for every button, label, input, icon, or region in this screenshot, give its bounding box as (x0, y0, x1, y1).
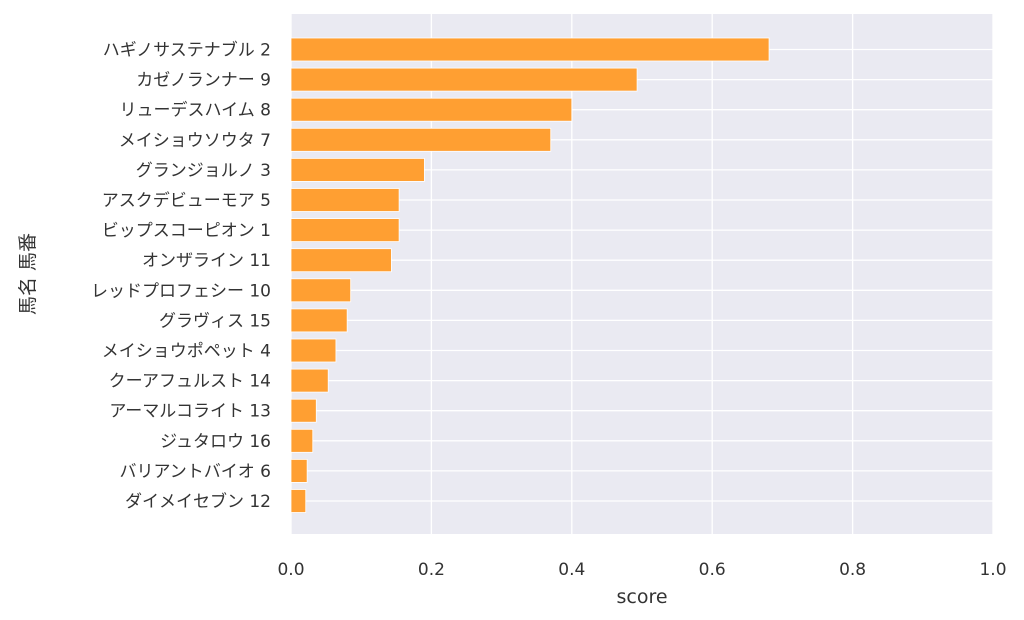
bar (290, 97, 573, 122)
y-tick-label: オンザライン 11 (142, 251, 271, 271)
bar (290, 127, 552, 152)
bar (290, 37, 770, 62)
bar (290, 218, 400, 243)
bar (290, 188, 400, 212)
y-tick-label: ビップスコーピオン 1 (102, 221, 271, 241)
y-tick-label: メイショウソウタ 7 (119, 131, 271, 151)
y-tick-label: アーマルコライト 13 (109, 402, 271, 422)
y-tick-label: ハギノサステナブル 2 (103, 40, 271, 61)
x-axis-label: score (616, 586, 667, 608)
bar (290, 489, 307, 513)
bar (290, 67, 638, 92)
y-tick-label: メイショウポペット 4 (102, 342, 271, 362)
x-tick-labels: 0.0 0.2 0.4 0.6 0.8 1.0 (277, 560, 1006, 580)
bar (290, 398, 317, 423)
x-tick-label: 0.0 (277, 560, 304, 580)
x-tick-label: 0.2 (418, 560, 445, 580)
x-tick-label: 0.8 (839, 560, 866, 580)
y-tick-label: グラヴィス 15 (159, 311, 271, 331)
bar (290, 157, 425, 182)
bars (290, 37, 770, 513)
bar (290, 368, 329, 393)
bar (290, 428, 314, 453)
bar (290, 338, 337, 363)
x-tick-label: 0.4 (558, 560, 585, 580)
bar (290, 308, 348, 333)
y-tick-label: バリアントバイオ 6 (119, 462, 271, 482)
bar (290, 458, 308, 483)
y-tick-label: クーアフュルスト 14 (109, 372, 271, 392)
y-axis-label: 馬名 馬番 (17, 233, 39, 315)
x-tick-label: 1.0 (979, 560, 1006, 580)
y-tick-label: ダイメイセブン 12 (125, 491, 271, 512)
y-tick-label: レッドプロフェシー 10 (91, 281, 271, 301)
y-tick-label: グランジョルノ 3 (136, 161, 271, 181)
y-tick-label: アスクデビューモア 5 (102, 190, 271, 211)
bar (290, 278, 352, 303)
bar (290, 248, 392, 273)
x-tick-label: 0.6 (699, 560, 726, 580)
y-tick-label: カゼノランナー 9 (136, 71, 271, 91)
y-tick-label: ジュタロウ 16 (160, 432, 271, 452)
plot-background (291, 14, 993, 534)
y-tick-labels: ハギノサステナブル 2 カゼノランナー 9 リューデスハイム 8 メイショウソウタ 7… (91, 40, 271, 513)
y-tick-label: リューデスハイム 8 (119, 100, 271, 121)
